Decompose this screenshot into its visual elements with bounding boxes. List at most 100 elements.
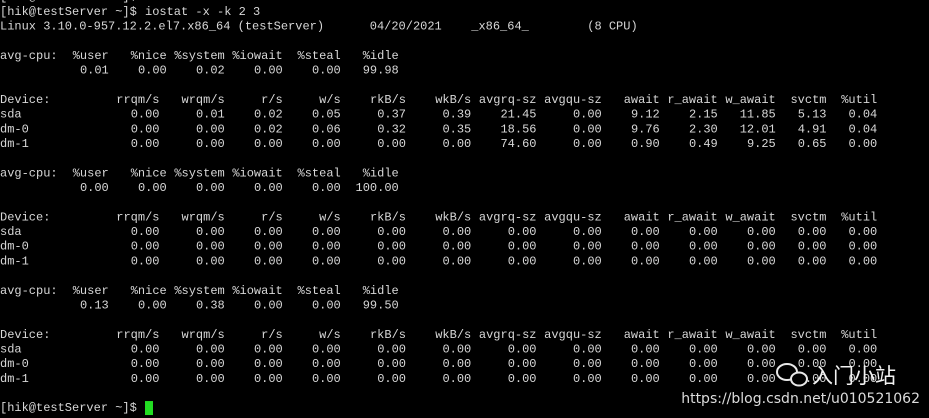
device-value: 0.00 bbox=[631, 342, 660, 356]
watermark-url: https://blog.csdn.net/u010521062 bbox=[681, 391, 920, 407]
cpu-column-header: %system bbox=[174, 284, 224, 298]
device-value: 4.91 bbox=[798, 122, 827, 136]
device-value: 0.00 bbox=[442, 357, 471, 371]
cpu-value: 0.38 bbox=[196, 298, 225, 312]
cpu-value: 0.00 bbox=[254, 298, 283, 312]
device-value: 0.00 bbox=[131, 225, 160, 239]
device-value: 0.00 bbox=[798, 357, 827, 371]
cpu-column-header: %nice bbox=[131, 284, 167, 298]
device-value: 0.00 bbox=[798, 254, 827, 268]
device-column-header: rkB/s bbox=[370, 328, 406, 342]
device-value: 0.00 bbox=[508, 240, 537, 254]
device-value: 0.00 bbox=[377, 240, 406, 254]
device-value: 0.00 bbox=[631, 254, 660, 268]
device-column-header: wrqm/s bbox=[182, 210, 225, 224]
device-column-header: rkB/s bbox=[370, 210, 406, 224]
device-column-header: rrqm/s bbox=[116, 210, 159, 224]
device-value: 0.00 bbox=[573, 108, 602, 122]
device-value: 0.00 bbox=[442, 372, 471, 386]
device-value: 0.00 bbox=[442, 137, 471, 151]
device-value: 0.00 bbox=[508, 342, 537, 356]
device-value: 0.37 bbox=[377, 108, 406, 122]
cpu-column-header: %system bbox=[174, 166, 224, 180]
device-column-header: wrqm/s bbox=[182, 93, 225, 107]
device-column-header: wkB/s bbox=[435, 328, 471, 342]
device-column-header: wrqm/s bbox=[182, 328, 225, 342]
command-prompt: [hik@testServer ~]$ bbox=[0, 5, 137, 19]
device-name: dm-0 bbox=[0, 122, 29, 136]
wechat-icon bbox=[776, 363, 808, 387]
device-value: 0.00 bbox=[196, 254, 225, 268]
device-column-header: avgqu-sz bbox=[544, 328, 602, 342]
device-column-header: r/s bbox=[261, 328, 283, 342]
device-value: 0.00 bbox=[196, 122, 225, 136]
device-value: 0.00 bbox=[631, 372, 660, 386]
device-column-header: svctm bbox=[790, 210, 826, 224]
device-value: 0.05 bbox=[312, 108, 341, 122]
device-value: 0.00 bbox=[848, 342, 877, 356]
device-value: 0.00 bbox=[848, 225, 877, 239]
date: 04/20/2021 bbox=[370, 20, 442, 34]
device-column-header: avgrq-sz bbox=[479, 328, 537, 342]
device-value: 0.00 bbox=[254, 342, 283, 356]
device-column-header: wkB/s bbox=[435, 210, 471, 224]
device-value: 0.00 bbox=[631, 357, 660, 371]
cpu-label: avg-cpu: bbox=[0, 284, 58, 298]
device-value: 0.00 bbox=[254, 240, 283, 254]
device-value: 0.01 bbox=[196, 108, 225, 122]
device-value: 18.56 bbox=[500, 122, 536, 136]
device-value: 0.00 bbox=[131, 254, 160, 268]
device-value: 0.00 bbox=[573, 254, 602, 268]
device-value: 9.76 bbox=[631, 122, 660, 136]
cpu-label: avg-cpu: bbox=[0, 166, 58, 180]
device-value: 0.00 bbox=[254, 137, 283, 151]
device-value: 0.00 bbox=[254, 254, 283, 268]
device-column-header: r_await bbox=[667, 328, 717, 342]
device-value: 12.01 bbox=[740, 122, 776, 136]
device-column-header: await bbox=[624, 93, 660, 107]
cpu-value: 0.00 bbox=[138, 298, 167, 312]
device-value: 0.00 bbox=[312, 225, 341, 239]
device-column-header: w/s bbox=[319, 93, 341, 107]
device-column-header: r_await bbox=[667, 210, 717, 224]
device-name: sda bbox=[0, 342, 22, 356]
cpu-column-header: %steal bbox=[298, 49, 341, 63]
device-value: 0.00 bbox=[508, 372, 537, 386]
cpu-column-header: %iowait bbox=[232, 166, 282, 180]
device-value: 0.00 bbox=[312, 357, 341, 371]
device-name: sda bbox=[0, 108, 22, 122]
device-label: Device: bbox=[0, 93, 50, 107]
cpu-value: 0.00 bbox=[312, 64, 341, 78]
cpu-column-header: %idle bbox=[363, 166, 399, 180]
device-value: 0.00 bbox=[131, 240, 160, 254]
device-column-header: wkB/s bbox=[435, 93, 471, 107]
device-value: 0.39 bbox=[442, 108, 471, 122]
device-value: 0.00 bbox=[573, 342, 602, 356]
cpu-column-header: %steal bbox=[298, 166, 341, 180]
cpu-value: 99.50 bbox=[363, 298, 399, 312]
device-value: 0.00 bbox=[254, 225, 283, 239]
device-value: 0.04 bbox=[848, 108, 877, 122]
cpu-column-header: %idle bbox=[363, 49, 399, 63]
device-value: 74.60 bbox=[500, 137, 536, 151]
device-value: 0.00 bbox=[848, 240, 877, 254]
cpu-value: 100.00 bbox=[356, 181, 399, 195]
device-value: 0.65 bbox=[798, 137, 827, 151]
device-name: sda bbox=[0, 225, 22, 239]
device-column-header: r_await bbox=[667, 93, 717, 107]
device-value: 0.00 bbox=[631, 225, 660, 239]
cpu-value: 0.00 bbox=[196, 181, 225, 195]
cpu-label: avg-cpu: bbox=[0, 49, 58, 63]
device-label: Device: bbox=[0, 328, 50, 342]
device-value: 0.00 bbox=[848, 357, 877, 371]
device-value: 0.00 bbox=[131, 122, 160, 136]
watermark-name: 入门小站 bbox=[812, 364, 896, 388]
device-value: 0.00 bbox=[848, 254, 877, 268]
device-column-header: w_await bbox=[725, 210, 775, 224]
device-value: 0.00 bbox=[573, 122, 602, 136]
device-name: dm-1 bbox=[0, 372, 29, 386]
device-name: dm-1 bbox=[0, 137, 29, 151]
cpu-value: 0.00 bbox=[80, 181, 109, 195]
device-column-header: %util bbox=[841, 328, 877, 342]
